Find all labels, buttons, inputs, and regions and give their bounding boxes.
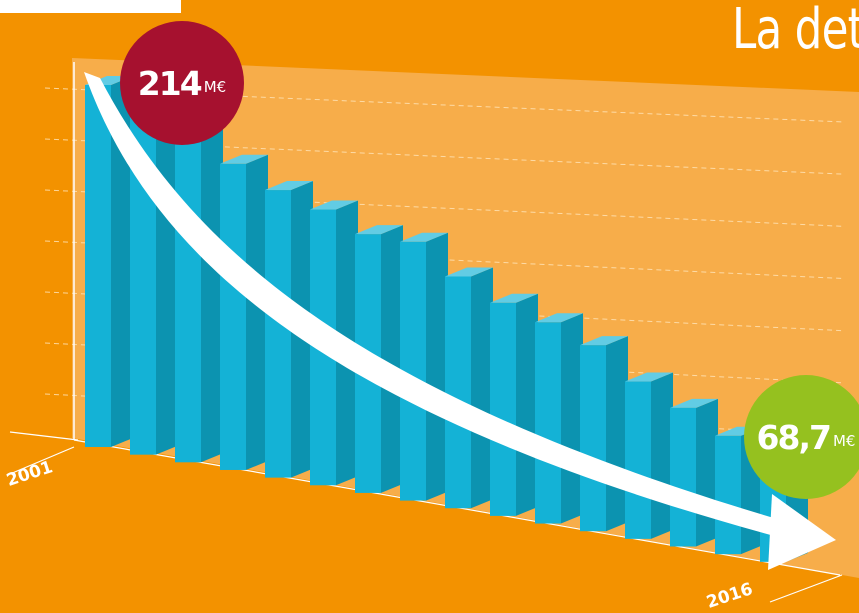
bar-top [535,313,583,323]
bar-side [156,103,178,455]
start-value-badge: 214 M€ [120,21,244,145]
bar-top [220,154,268,164]
end-value-badge: 68,7 M€ [744,375,859,499]
bar-top [670,398,718,408]
bar [175,135,201,463]
grid-line [44,138,846,175]
axis-corner-end [769,574,843,603]
bar-side [606,336,628,532]
end-unit: M€ [832,432,856,450]
bar-side [516,293,538,516]
bar-side [426,232,448,501]
bar [535,322,561,524]
bar-top [265,181,313,191]
bar-top [580,336,628,346]
bar-side [381,225,403,493]
bar-top [490,293,538,303]
grid-line [44,87,846,123]
bar [625,381,651,539]
bar [220,163,246,470]
bar-side [696,398,718,547]
start-value: 214 [137,63,203,103]
bar-top [625,372,673,382]
top-banner-edge [0,0,181,13]
bar-side [201,126,223,463]
bar-side [561,313,583,524]
axis-corner-start [9,446,75,475]
bar-top [355,225,403,235]
bar [715,435,741,555]
bar-side [471,267,493,509]
bar [265,190,291,478]
headline: La det [732,0,859,62]
trend-arrow-head [768,494,836,570]
start-unit: M€ [203,78,227,96]
bar [85,85,111,447]
grid-line [44,189,846,227]
end-value: 68,7 [756,417,832,457]
axis-left-edge [9,431,79,441]
bar-top [400,232,448,242]
bar-side [111,76,133,447]
bar-top [445,267,493,277]
bar [490,302,516,516]
bar [670,407,696,547]
bar [445,276,471,509]
bar [580,345,606,532]
bar-side [246,154,268,470]
bar-top [310,200,358,210]
bar-side [651,372,673,539]
